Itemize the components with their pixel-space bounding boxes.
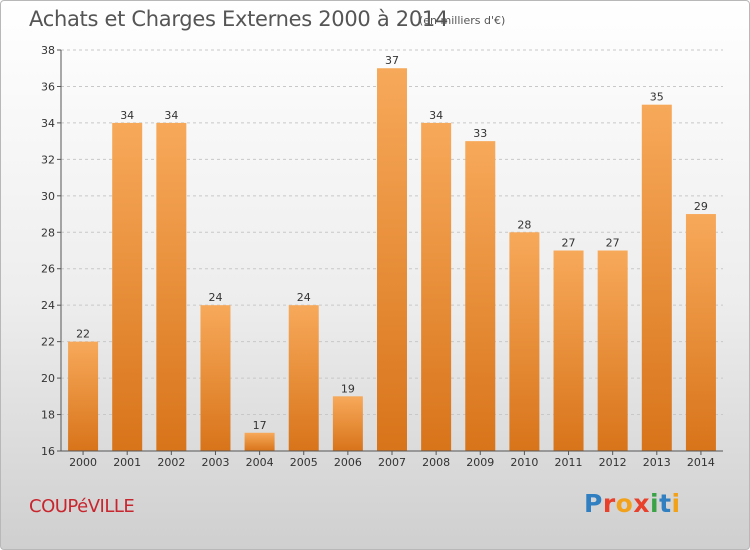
data-label: 34 (120, 109, 134, 122)
data-label: 24 (208, 291, 222, 304)
x-tick-label: 2001 (113, 456, 141, 469)
x-tick-label: 2003 (201, 456, 229, 469)
bar (200, 305, 231, 451)
x-tick-label: 2013 (643, 456, 671, 469)
bar (156, 122, 187, 451)
logo-letter: x (633, 489, 650, 518)
bar (553, 250, 584, 451)
bar (597, 250, 628, 451)
data-label: 34 (429, 109, 443, 122)
y-tick-label: 24 (41, 299, 55, 312)
data-label: 29 (694, 200, 708, 213)
bars (68, 68, 716, 455)
y-tick-label: 36 (41, 80, 55, 93)
bar (288, 305, 319, 451)
y-tick-label: 26 (41, 263, 55, 276)
data-label: 28 (517, 218, 531, 231)
logo-letter: r (602, 489, 616, 518)
bar (377, 68, 407, 452)
data-label: 37 (385, 54, 399, 67)
x-tick-label: 2012 (599, 456, 627, 469)
logo-letter: P (584, 489, 603, 518)
city-name: COUPéVILLE (29, 496, 135, 517)
bar (421, 122, 452, 451)
data-label: 22 (76, 328, 90, 341)
x-tick-label: 2007 (378, 456, 406, 469)
x-tick-label: 2011 (555, 456, 583, 469)
x-tick-label: 2002 (157, 456, 185, 469)
data-label: 27 (562, 237, 576, 250)
y-tick-labels: 16 18 20 22 24 26 28 30 32 34 36 38 (41, 44, 55, 458)
x-tick-label: 2000 (69, 456, 97, 469)
chart-title: Achats et Charges Externes 2000 à 2014 (29, 7, 449, 31)
y-tick-label: 22 (41, 336, 55, 349)
data-label: 27 (606, 237, 620, 250)
logo-letter: i (671, 489, 681, 518)
bar (68, 341, 99, 451)
y-tick-label: 34 (41, 117, 55, 130)
proxiti-logo: Proxiti (584, 489, 681, 518)
chart-unit: (en milliers d'€) (419, 14, 506, 27)
x-tick-label: 2008 (422, 456, 450, 469)
y-tick-label: 38 (41, 44, 55, 57)
x-tick-label: 2005 (290, 456, 318, 469)
bar (112, 122, 143, 451)
bar (641, 104, 672, 451)
x-tick-label: 2010 (510, 456, 538, 469)
x-tick-label: 2006 (334, 456, 362, 469)
data-labels: 22 34 34 24 17 24 19 37 34 33 28 27 27 35 29 (76, 54, 708, 432)
logo-letter: i (650, 489, 660, 518)
x-tick-labels: 2000 2001 2002 2003 2004 2005 2006 2007 2008 2009… (69, 456, 715, 469)
bar (509, 232, 540, 451)
bar (685, 214, 716, 451)
bar (332, 396, 363, 451)
data-label: 24 (297, 291, 311, 304)
y-tick-label: 30 (41, 190, 55, 203)
logo-letter: o (615, 489, 634, 518)
x-tick-label: 2004 (246, 456, 274, 469)
logo-letter: t (659, 489, 672, 518)
y-tick-label: 20 (41, 372, 55, 385)
x-tick-label: 2014 (687, 456, 715, 469)
y-tick-label: 32 (41, 153, 55, 166)
data-label: 19 (341, 382, 355, 395)
data-label: 34 (164, 109, 178, 122)
axes (60, 50, 723, 452)
x-tick-label: 2009 (466, 456, 494, 469)
data-label: 33 (473, 127, 487, 140)
bar (465, 141, 496, 452)
data-label: 17 (253, 419, 267, 432)
y-tick-label: 18 (41, 409, 55, 422)
bar (244, 432, 275, 451)
y-tick-label: 28 (41, 226, 55, 239)
data-label: 35 (650, 91, 664, 104)
y-tick-label: 16 (41, 445, 55, 458)
